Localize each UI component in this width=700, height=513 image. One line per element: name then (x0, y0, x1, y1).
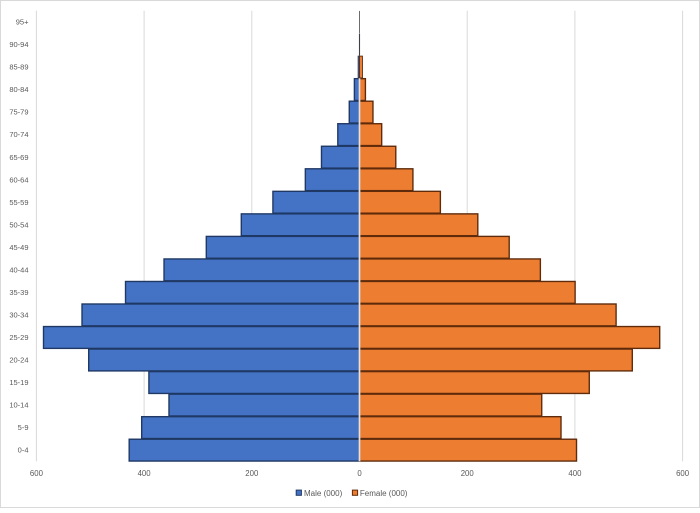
svg-text:80-84: 80-84 (9, 85, 28, 94)
svg-text:200: 200 (461, 469, 475, 478)
svg-text:0-4: 0-4 (18, 446, 29, 455)
svg-text:90-94: 90-94 (9, 40, 28, 49)
svg-text:600: 600 (30, 469, 44, 478)
svg-text:45-49: 45-49 (9, 243, 28, 252)
svg-text:50-54: 50-54 (9, 220, 28, 229)
svg-text:Female (000): Female (000) (360, 489, 408, 498)
svg-text:600: 600 (676, 469, 690, 478)
svg-text:95+: 95+ (16, 18, 29, 27)
svg-text:60-64: 60-64 (9, 175, 28, 184)
svg-text:5-9: 5-9 (18, 423, 29, 432)
svg-text:Male (000): Male (000) (304, 489, 343, 498)
svg-text:0: 0 (357, 469, 362, 478)
svg-text:70-74: 70-74 (9, 130, 28, 139)
svg-text:400: 400 (138, 469, 152, 478)
svg-text:200: 200 (245, 469, 259, 478)
svg-text:75-79: 75-79 (9, 108, 28, 117)
svg-text:25-29: 25-29 (9, 333, 28, 342)
svg-text:40-44: 40-44 (9, 265, 28, 274)
svg-text:30-34: 30-34 (9, 311, 28, 320)
svg-text:55-59: 55-59 (9, 198, 28, 207)
svg-text:85-89: 85-89 (9, 63, 28, 72)
svg-text:35-39: 35-39 (9, 288, 28, 297)
svg-text:65-69: 65-69 (9, 153, 28, 162)
svg-text:15-19: 15-19 (9, 378, 28, 387)
svg-text:10-14: 10-14 (9, 401, 28, 410)
svg-text:400: 400 (568, 469, 582, 478)
svg-text:20-24: 20-24 (9, 356, 28, 365)
